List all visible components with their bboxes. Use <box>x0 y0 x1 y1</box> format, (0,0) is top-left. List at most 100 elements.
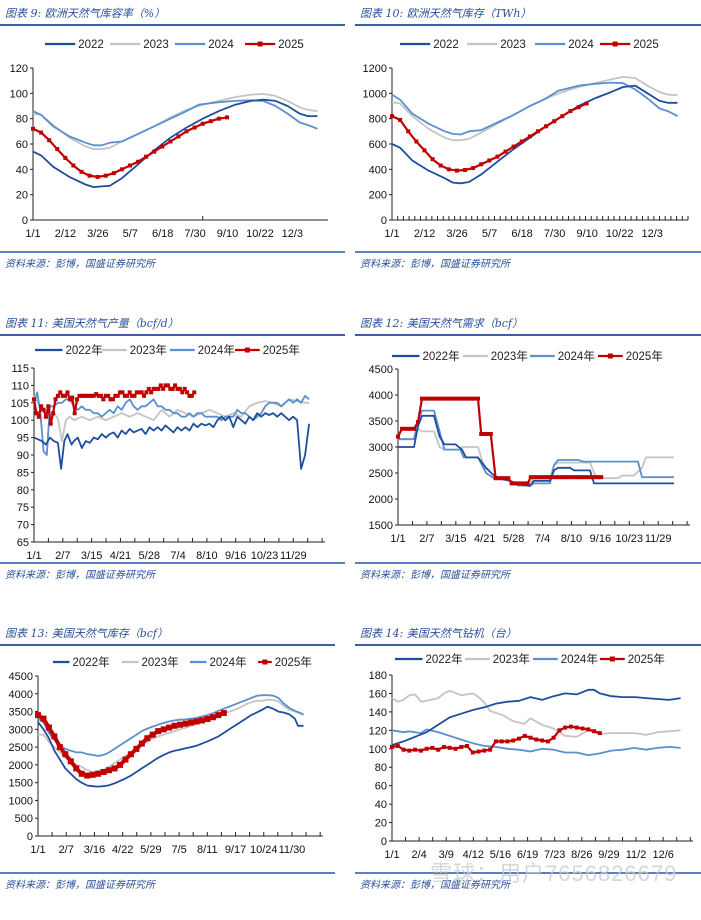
data-point-2025 <box>567 475 572 480</box>
data-point-2025 <box>171 722 178 729</box>
chart-14-plot: 0 20 40 60 80 100 120 140 160 180 1/1 2/4 3/9 4/12 5/1… <box>369 652 693 861</box>
x-tick-label: 7/4 <box>170 550 185 562</box>
data-point-2025 <box>127 751 134 758</box>
data-point-2025 <box>103 173 108 178</box>
data-point-2025 <box>46 404 51 409</box>
x-tick-label: 1/1 <box>26 550 41 562</box>
data-point-2025 <box>224 115 229 120</box>
data-point-2025 <box>146 386 151 391</box>
data-point-2025 <box>35 712 41 719</box>
y-tick-label: 600 <box>369 139 387 151</box>
data-point-2025 <box>138 740 145 747</box>
data-point-2025 <box>95 174 100 179</box>
title-divider <box>355 24 701 26</box>
y-tick-label: 200 <box>369 190 387 202</box>
data-point-2025 <box>67 758 74 765</box>
data-point-2025 <box>165 383 170 388</box>
series-line-2023 <box>391 689 681 738</box>
data-point-2025 <box>592 729 597 734</box>
legend-item-2025: 2025年 <box>600 652 665 666</box>
y-tick-label: 1000 <box>363 88 387 100</box>
data-point-2025 <box>182 720 189 727</box>
legend-label: 2024年 <box>198 343 235 357</box>
data-point-2025 <box>155 728 162 735</box>
data-point-2025 <box>471 166 476 171</box>
y-tick-label: 3500 <box>369 416 393 428</box>
data-point-2025 <box>414 139 419 144</box>
data-point-2025 <box>168 139 173 144</box>
data-point-2025 <box>41 407 46 412</box>
y-tick-label: 1500 <box>9 778 33 790</box>
data-point-2025 <box>500 476 504 481</box>
data-point-2025 <box>119 167 124 172</box>
data-point-2025 <box>32 397 36 402</box>
data-point-2025 <box>193 718 200 725</box>
legend-label: 2025年 <box>628 652 665 666</box>
legend-item-2024: 2024年 <box>530 349 595 363</box>
x-tick-label: 9/10 <box>217 228 238 240</box>
y-tick-label: 2500 <box>9 742 33 754</box>
series-line-2022 <box>37 705 304 788</box>
data-point-2025 <box>125 393 130 398</box>
data-point-2025 <box>58 390 63 395</box>
y-tick-label: 0 <box>22 215 28 227</box>
data-point-2025 <box>592 475 597 480</box>
data-point-2025 <box>106 767 113 774</box>
data-point-2025 <box>208 119 213 124</box>
data-point-2025 <box>476 749 481 754</box>
series-line-2024 <box>37 694 304 757</box>
y-tick-label: 3000 <box>369 442 393 454</box>
data-point-2025 <box>424 746 429 751</box>
data-point-2025 <box>53 397 58 402</box>
x-tick-label: 7/23 <box>544 849 565 861</box>
x-tick-label: 11/29 <box>280 550 307 562</box>
data-point-2025 <box>75 397 80 402</box>
chart-panel-12: 图表 12: 美国天然气需求（bcf） 1500 2000 2500 3000 3500… <box>355 310 701 610</box>
y-tick-label: 100 <box>11 415 29 427</box>
legend-label: 2023年 <box>130 343 167 357</box>
legend-item-2022: 2022年 <box>53 655 110 669</box>
x-tick-label: 6/18 <box>152 228 173 240</box>
data-point-2025 <box>189 393 194 398</box>
data-point-2025 <box>532 475 536 480</box>
legend-item-2022: 2022年 <box>395 652 463 666</box>
data-point-2025 <box>177 386 182 391</box>
legend-item-2025: 2025 <box>600 39 659 51</box>
x-tick-label: 11/2 <box>626 849 647 861</box>
data-point-2025 <box>576 475 581 480</box>
data-point-2025 <box>185 390 190 395</box>
chart-title: 图表 10: 欧洲天然气库存（TWh） <box>360 7 532 20</box>
data-point-2025 <box>444 396 448 401</box>
data-point-2025 <box>108 397 113 402</box>
data-point-2025 <box>503 476 508 481</box>
data-point-2025 <box>548 475 552 480</box>
data-point-2025 <box>139 390 144 395</box>
data-point-2025 <box>436 747 441 752</box>
data-point-2025 <box>118 390 123 395</box>
data-point-2025 <box>122 393 127 398</box>
data-point-2025 <box>209 714 216 721</box>
data-point-2025 <box>134 390 139 395</box>
legend-marker <box>609 656 615 662</box>
data-point-2025 <box>184 129 189 134</box>
data-point-2025 <box>60 393 65 398</box>
x-tick-label: 1/1 <box>25 228 40 240</box>
data-point-2025 <box>430 745 435 750</box>
data-point-2025 <box>557 475 562 480</box>
x-tick-label: 2/7 <box>59 844 74 856</box>
x-tick-label: 7/5 <box>171 844 186 856</box>
x-tick-label: 7/4 <box>535 533 550 545</box>
x-tick-label: 1/1 <box>384 849 399 861</box>
y-tick-label: 4500 <box>369 364 393 376</box>
data-point-2025 <box>132 393 137 398</box>
y-tick-label: 1200 <box>363 63 387 75</box>
legend-label: 2022年 <box>426 652 463 666</box>
x-tick-label: 5/28 <box>503 533 524 545</box>
chart-title: 图表 13: 美国天然气库存（bcf） <box>5 627 168 640</box>
data-point-2025 <box>395 744 400 749</box>
data-point-2025 <box>166 724 173 731</box>
data-point-2025 <box>192 125 197 130</box>
chart-title: 图表 11: 美国天然气产量（bcf/d） <box>5 317 179 330</box>
legend-item-2023: 2023 <box>467 39 526 51</box>
x-tick-label: 10/23 <box>251 550 279 562</box>
